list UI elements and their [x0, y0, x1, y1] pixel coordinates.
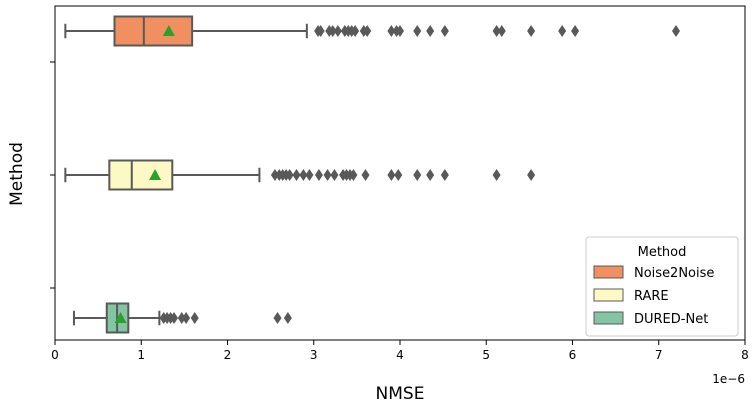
outlier-point: [426, 169, 435, 181]
mean-marker: [149, 169, 162, 180]
x-tick-label: 6: [569, 348, 577, 362]
outlier-point: [672, 25, 680, 37]
outlier-point: [396, 25, 404, 37]
mean-marker: [114, 312, 127, 323]
legend-label: Noise2Noise: [634, 266, 714, 281]
outlier-point: [285, 169, 294, 181]
outlier-point: [333, 25, 342, 37]
x-tick-label: 5: [482, 348, 490, 362]
legend-entries: Noise2Noise RARE DURED-Net: [593, 265, 714, 327]
outlier-point: [314, 169, 323, 181]
outlier-point: [330, 169, 339, 181]
x-tick-label: 7: [655, 348, 663, 362]
outlier-point: [270, 169, 279, 181]
outlier-point: [363, 25, 372, 37]
legend-label: DURED-Net: [634, 312, 708, 327]
legend-frame: [585, 236, 739, 337]
legend-swatch: [593, 288, 624, 302]
mean-marker: [162, 25, 175, 36]
x-tick-label: 0: [51, 348, 59, 362]
x-tick-label: 4: [396, 348, 404, 362]
box-rare: [64, 159, 536, 191]
legend-title: Method: [638, 245, 687, 260]
outlier-point: [170, 312, 179, 324]
legend-swatch: [593, 311, 624, 325]
outlier-point: [323, 169, 332, 181]
plot-content: [64, 15, 680, 334]
outlier-point: [292, 169, 301, 181]
outlier-point: [558, 25, 567, 37]
outlier-point: [492, 25, 501, 37]
outlier-point: [190, 312, 199, 324]
outlier-point: [497, 25, 506, 37]
box-noise2noise: [64, 15, 680, 47]
outlier-point: [316, 25, 325, 37]
outlier-point: [299, 169, 308, 181]
x-tick-label: 3: [310, 348, 318, 362]
outlier-point: [177, 312, 186, 324]
outlier-point: [182, 312, 191, 324]
outlier-point: [349, 169, 358, 181]
iqr-box: [113, 15, 194, 47]
outlier-point: [413, 169, 422, 181]
outlier-point: [387, 25, 396, 37]
outlier-point: [527, 25, 536, 37]
y-axis: [50, 61, 55, 289]
legend-swatch: [593, 265, 624, 279]
outlier-point: [492, 169, 501, 181]
x-scale-note: 1e−6: [712, 372, 745, 386]
x-tick-label: 1: [137, 348, 145, 362]
legend-label: RARE: [634, 289, 669, 304]
y-axis-label: Method: [7, 142, 27, 206]
x-axis-label: NMSE: [376, 384, 425, 404]
x-tick-label: 8: [741, 348, 749, 362]
iqr-box: [108, 159, 174, 191]
outlier-point: [440, 169, 449, 181]
outlier-point: [387, 169, 396, 181]
outlier-point: [361, 169, 370, 181]
outlier-point: [273, 312, 282, 324]
box-dured-net: [72, 302, 292, 334]
outlier-point: [527, 169, 536, 181]
x-tick-label: 2: [224, 348, 232, 362]
outlier-point: [351, 25, 360, 37]
outlier-point: [283, 312, 292, 324]
legend: Method Noise2Noise RARE DURED-Net: [585, 236, 739, 337]
outlier-point: [328, 25, 337, 37]
outlier-point: [305, 169, 314, 181]
outlier-point: [426, 25, 435, 37]
outlier-point: [571, 25, 580, 37]
outlier-point: [413, 25, 422, 37]
outlier-point: [394, 169, 403, 181]
outlier-point: [440, 25, 449, 37]
x-axis: 0 1 2 3 4 5 6 7 8: [51, 340, 749, 362]
